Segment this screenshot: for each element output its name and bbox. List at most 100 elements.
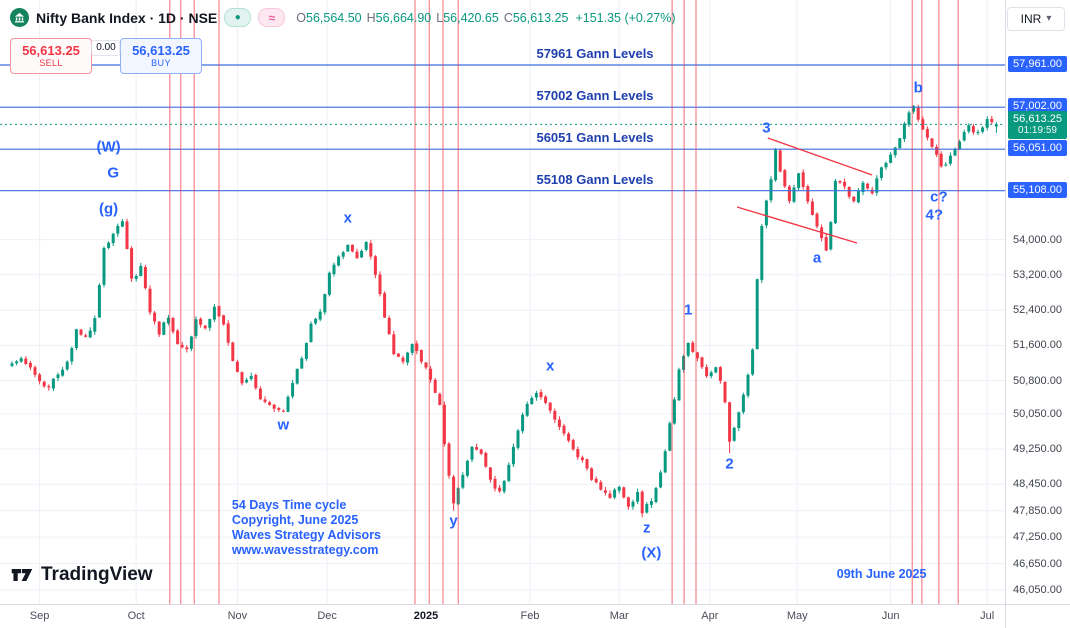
candle-body <box>649 501 653 505</box>
candle-body <box>948 155 952 164</box>
indicator-dot-icon[interactable]: ● <box>224 8 252 27</box>
candle-body <box>332 264 336 274</box>
candle-body <box>327 272 331 295</box>
candle-body <box>806 186 810 202</box>
candle-body <box>245 379 249 383</box>
candle-body <box>654 488 658 502</box>
candle-body <box>488 467 492 480</box>
candle-body <box>718 367 722 381</box>
current-price-badge[interactable]: 56,613.25 01:19:59 <box>1008 111 1067 140</box>
currency-selector[interactable]: INR ▾ <box>1007 7 1065 31</box>
candle-body <box>843 181 847 187</box>
candle-body <box>856 191 860 203</box>
candle-body <box>19 358 23 362</box>
candle-body <box>714 367 718 373</box>
candle-body <box>613 489 617 498</box>
chevron-down-icon: ▾ <box>1046 13 1052 24</box>
candle-body <box>461 474 465 488</box>
candle-body <box>268 402 272 405</box>
candle-body <box>746 374 750 396</box>
wave-indicator-icon[interactable]: ≈ <box>258 8 286 27</box>
ohlc-high-label: H <box>366 10 376 25</box>
candle-body <box>990 118 994 123</box>
ohlc-change-value: +151.35 (+0.27%) <box>575 10 676 25</box>
candle-body <box>695 352 699 359</box>
candle-body <box>84 335 88 337</box>
candle-body <box>498 487 502 492</box>
candle-body <box>590 468 594 480</box>
candle-body <box>912 106 916 112</box>
candle-body <box>176 330 180 345</box>
symbol-logo-icon <box>10 8 29 27</box>
candle-body <box>516 430 520 448</box>
ohlc-low-value: 56,420.65 <box>443 10 499 25</box>
candle-body <box>737 412 741 428</box>
price-tick-label: 47,850.00 <box>1013 504 1062 517</box>
candle-body <box>700 357 704 368</box>
time-axis-label: Mar <box>609 610 629 622</box>
spread-value: 0.00 <box>91 40 121 56</box>
candle-body <box>116 225 120 234</box>
candle-body <box>429 368 433 380</box>
candle-body <box>102 248 106 285</box>
candle-body <box>971 126 975 133</box>
candlestick-chart[interactable] <box>0 0 1005 604</box>
price-tick-label: 54,000.00 <box>1013 233 1062 246</box>
candle-body <box>580 457 584 461</box>
candle-body <box>70 348 74 362</box>
candle-body <box>406 352 410 363</box>
candle-body <box>893 147 897 156</box>
time-axis-label: 2025 <box>413 610 439 622</box>
candle-body <box>10 363 14 366</box>
candle-body <box>539 392 543 398</box>
candle-body <box>47 386 51 388</box>
candle-body <box>199 318 203 325</box>
candle-body <box>254 375 258 389</box>
tradingview-brand[interactable]: TradingView <box>10 563 153 587</box>
candle-body <box>530 398 534 404</box>
candle-body <box>958 141 962 150</box>
candle-body <box>401 357 405 362</box>
candle-body <box>157 321 161 335</box>
candle-body <box>916 107 920 120</box>
sell-button[interactable]: 56,613.25 SELL <box>10 38 92 74</box>
candle-body <box>139 266 143 276</box>
candle-body <box>300 358 304 369</box>
time-axis-label: Nov <box>227 610 248 622</box>
buy-button[interactable]: 56,613.25 BUY <box>120 38 202 74</box>
price-tick-label: 46,650.00 <box>1013 557 1062 570</box>
time-axis-label: Feb <box>520 610 540 622</box>
price-tick-label: 50,050.00 <box>1013 407 1062 420</box>
candle-body <box>562 425 566 434</box>
candle-body <box>847 187 851 197</box>
price-level-badge[interactable]: 55,108.00 <box>1008 181 1067 198</box>
candle-body <box>640 491 644 514</box>
price-level-badge[interactable]: 57,002.00 <box>1008 98 1067 115</box>
tradingview-logo-icon <box>11 569 33 581</box>
candle-body <box>833 180 837 224</box>
candle-body <box>645 504 649 513</box>
candle-body <box>392 334 396 355</box>
candle-body <box>879 167 883 178</box>
candle-body <box>493 478 497 489</box>
symbol-title[interactable]: Nifty Bank Index · 1D · NSE <box>36 9 218 26</box>
candle-body <box>617 486 621 491</box>
price-level-badge[interactable]: 56,051.00 <box>1008 140 1067 157</box>
ohlc-low-label: L <box>436 10 444 25</box>
ohlc-open-value: 56,564.50 <box>306 10 362 25</box>
price-axis[interactable]: 54,000.00 53,200.00 52,400.00 51,600.00 50,8… <box>1005 0 1070 604</box>
time-axis-label: Jun <box>881 610 900 622</box>
ohlc-close-label: C <box>503 10 513 25</box>
candle-body <box>291 383 295 397</box>
candle-body <box>548 402 552 411</box>
time-axis[interactable]: Sep Oct Nov Dec 2025 Feb Mar Apr May Jun Jul <box>0 604 1005 628</box>
candle-body <box>792 187 796 202</box>
candle-body <box>603 490 607 493</box>
candle-body <box>438 393 442 405</box>
tradingview-brand-text: TradingView <box>41 564 153 585</box>
price-tick-label: 47,250.00 <box>1013 531 1062 544</box>
candle-body <box>567 433 571 441</box>
candle-body <box>337 256 341 266</box>
price-level-badge[interactable]: 57,961.00 <box>1008 55 1067 72</box>
trade-panel: 56,613.25 SELL 56,613.25 BUY 0.00 <box>10 38 202 74</box>
